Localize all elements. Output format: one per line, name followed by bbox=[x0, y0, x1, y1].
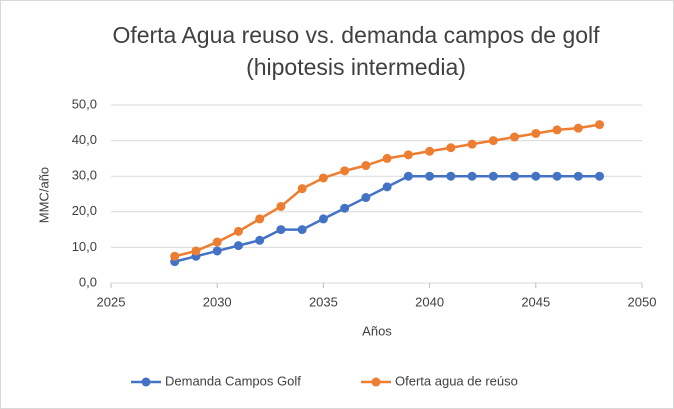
data-point bbox=[233, 241, 243, 251]
legend-label: Demanda Campos Golf bbox=[165, 373, 301, 388]
data-point bbox=[531, 171, 541, 181]
data-point bbox=[403, 150, 413, 160]
legend-marker bbox=[141, 377, 151, 387]
x-tick-label: 2040 bbox=[415, 294, 444, 309]
data-point bbox=[276, 225, 286, 235]
data-point bbox=[510, 171, 520, 181]
y-tick-label: 10,0 bbox=[72, 239, 97, 254]
chart-title: Oferta Agua reuso vs. demanda campos de … bbox=[112, 22, 600, 80]
data-point bbox=[425, 146, 435, 156]
y-tick-label: 50,0 bbox=[72, 96, 97, 111]
x-tick-label: 2050 bbox=[628, 294, 657, 309]
data-point bbox=[552, 171, 562, 181]
x-tick-label: 2030 bbox=[203, 294, 232, 309]
data-point bbox=[446, 143, 456, 153]
data-point bbox=[255, 214, 265, 224]
data-point bbox=[233, 226, 243, 236]
data-point bbox=[255, 235, 265, 245]
data-point bbox=[297, 225, 307, 235]
data-point bbox=[340, 166, 350, 176]
y-tick-label: 30,0 bbox=[72, 168, 97, 183]
data-point bbox=[276, 201, 286, 211]
data-point bbox=[467, 171, 477, 181]
x-axis-title: Años bbox=[362, 323, 392, 338]
data-point bbox=[297, 184, 307, 194]
data-point bbox=[361, 161, 371, 171]
data-point bbox=[382, 182, 392, 192]
y-tick-label: 0,0 bbox=[79, 274, 97, 289]
data-point bbox=[425, 171, 435, 181]
x-tick-label: 2025 bbox=[97, 294, 126, 309]
y-axis-title: MMC/año bbox=[36, 167, 51, 223]
data-point bbox=[170, 251, 180, 261]
y-tick-label: 20,0 bbox=[72, 203, 97, 218]
data-point bbox=[488, 171, 498, 181]
data-point bbox=[531, 128, 541, 138]
x-tick-label: 2045 bbox=[521, 294, 550, 309]
data-point bbox=[467, 139, 477, 149]
data-point bbox=[446, 171, 456, 181]
data-point bbox=[573, 123, 583, 133]
data-point bbox=[191, 246, 201, 256]
data-point bbox=[403, 171, 413, 181]
data-point bbox=[361, 193, 371, 203]
legend-label: Oferta agua de reúso bbox=[395, 373, 518, 388]
y-tick-label: 40,0 bbox=[72, 132, 97, 147]
data-point bbox=[212, 237, 222, 247]
data-point bbox=[382, 153, 392, 163]
x-tick-label: 2035 bbox=[309, 294, 338, 309]
data-point bbox=[595, 120, 605, 130]
legend-marker bbox=[371, 377, 381, 387]
data-point bbox=[340, 203, 350, 213]
data-point bbox=[573, 171, 583, 181]
data-point bbox=[318, 173, 328, 183]
data-point bbox=[488, 136, 498, 146]
data-point bbox=[595, 171, 605, 181]
data-point bbox=[510, 132, 520, 142]
data-point bbox=[552, 125, 562, 135]
data-point bbox=[318, 214, 328, 224]
data-point bbox=[212, 246, 222, 256]
